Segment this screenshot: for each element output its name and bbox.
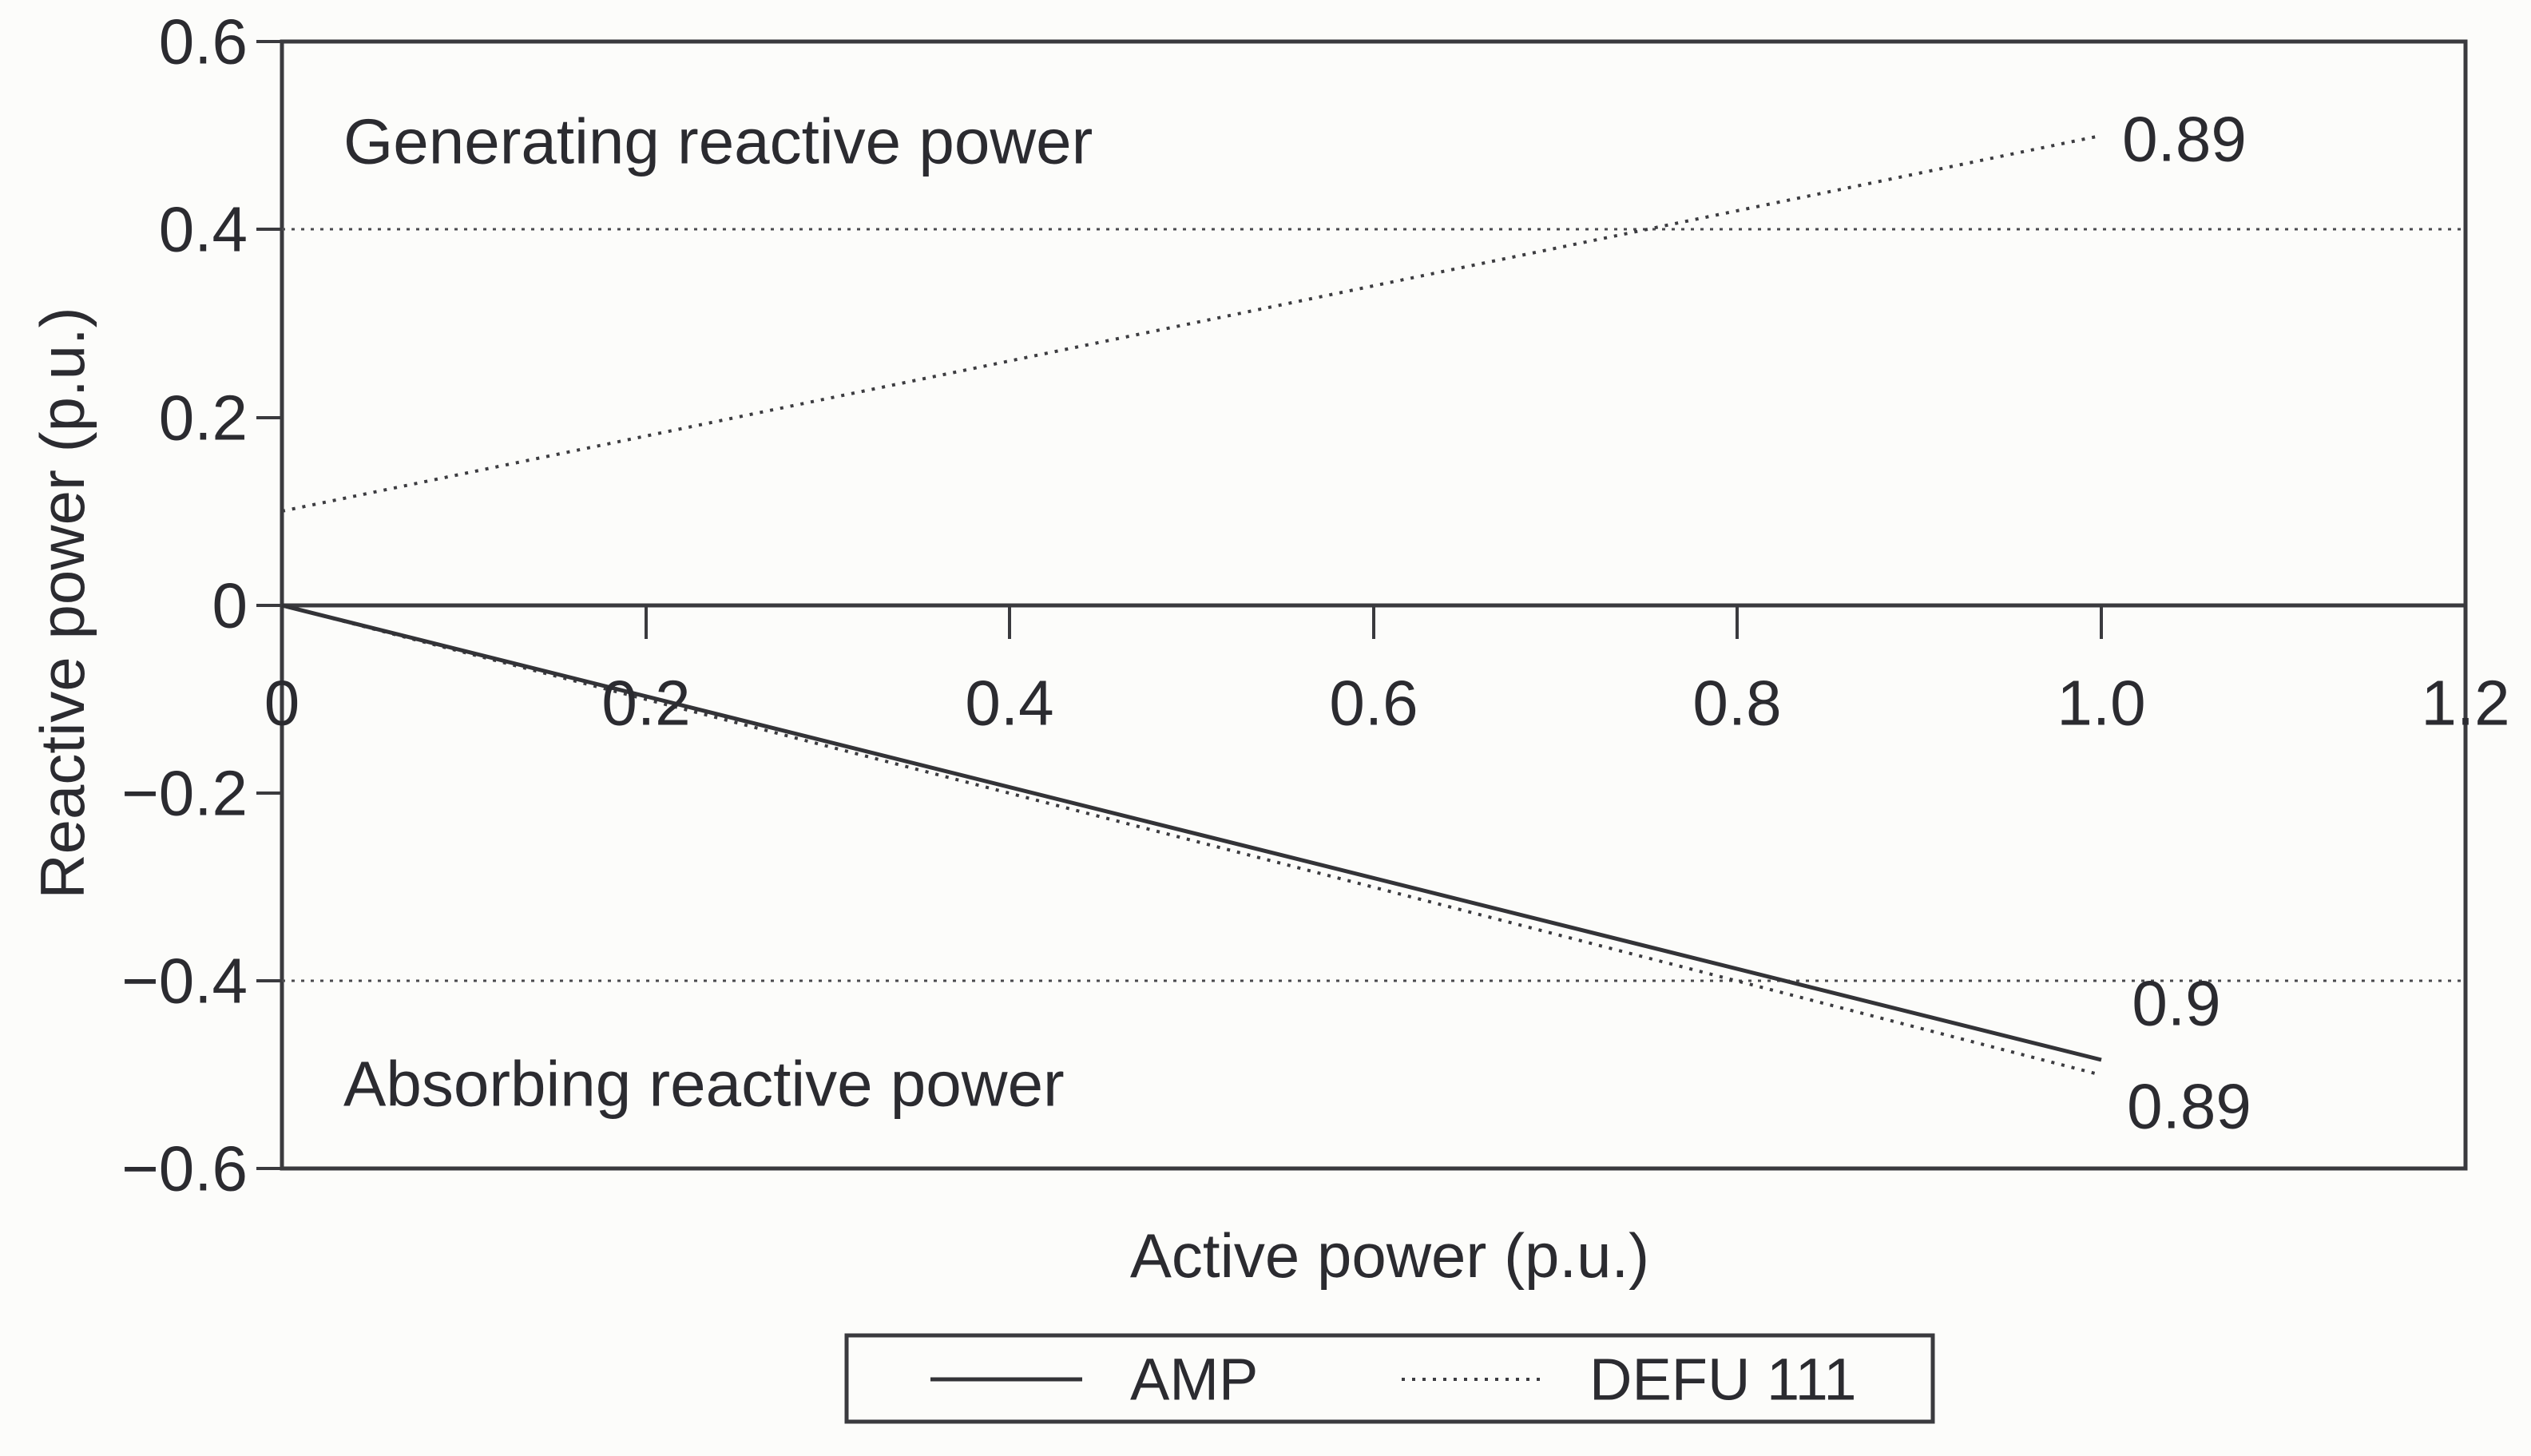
annotation-defu-lower-pf: 0.89 (2127, 1071, 2251, 1142)
region-label-generating: Generating reactive power (343, 106, 1093, 177)
legend: AMP DEFU 111 (844, 1333, 1935, 1424)
x-tick-label: 0.2 (601, 668, 690, 739)
region-label-absorbing: Absorbing reactive power (343, 1049, 1065, 1120)
x-axis-ticks (645, 605, 2467, 639)
y-tick-label: 0 (212, 570, 248, 641)
series-defu111-lower-line (281, 604, 2102, 1077)
x-tick-label: 0.4 (965, 668, 1053, 739)
x-tick-label: 1.2 (2421, 668, 2509, 739)
y-axis-title: Reactive power (p.u.) (27, 307, 97, 899)
y-tick-label: 0.2 (159, 383, 248, 454)
legend-box (844, 1333, 1935, 1424)
x-tick-label: 0.6 (1329, 668, 1418, 739)
x-tick-label: 0 (264, 668, 300, 739)
y-tick-labels: 0.6 0.4 0.2 0 −0.2 −0.4 −0.6 (121, 6, 248, 1204)
annotation-amp-pf: 0.9 (2132, 968, 2220, 1039)
y-tick-label: 0.4 (159, 194, 248, 265)
y-axis-ticks (256, 40, 282, 1170)
series-defu111-upper-line (281, 135, 2097, 513)
y-tick-label: 0.6 (159, 6, 248, 77)
annotation-defu-upper-pf: 0.89 (2122, 104, 2247, 175)
x-tick-label: 1.0 (2057, 668, 2145, 739)
x-axis-title: Active power (p.u.) (1130, 1220, 1649, 1291)
series-amp-line (281, 603, 2102, 1062)
y-tick-label: −0.2 (121, 758, 248, 829)
legend-defu111-label: DEFU 111 (1589, 1347, 1856, 1413)
legend-amp-label: AMP (1130, 1347, 1258, 1413)
y-tick-label: −0.6 (121, 1133, 248, 1204)
x-tick-labels: 0 0.2 0.4 0.6 0.8 1.0 1.2 (264, 668, 2510, 739)
x-tick-label: 0.8 (1692, 668, 1781, 739)
y-tick-label: −0.4 (121, 946, 248, 1017)
